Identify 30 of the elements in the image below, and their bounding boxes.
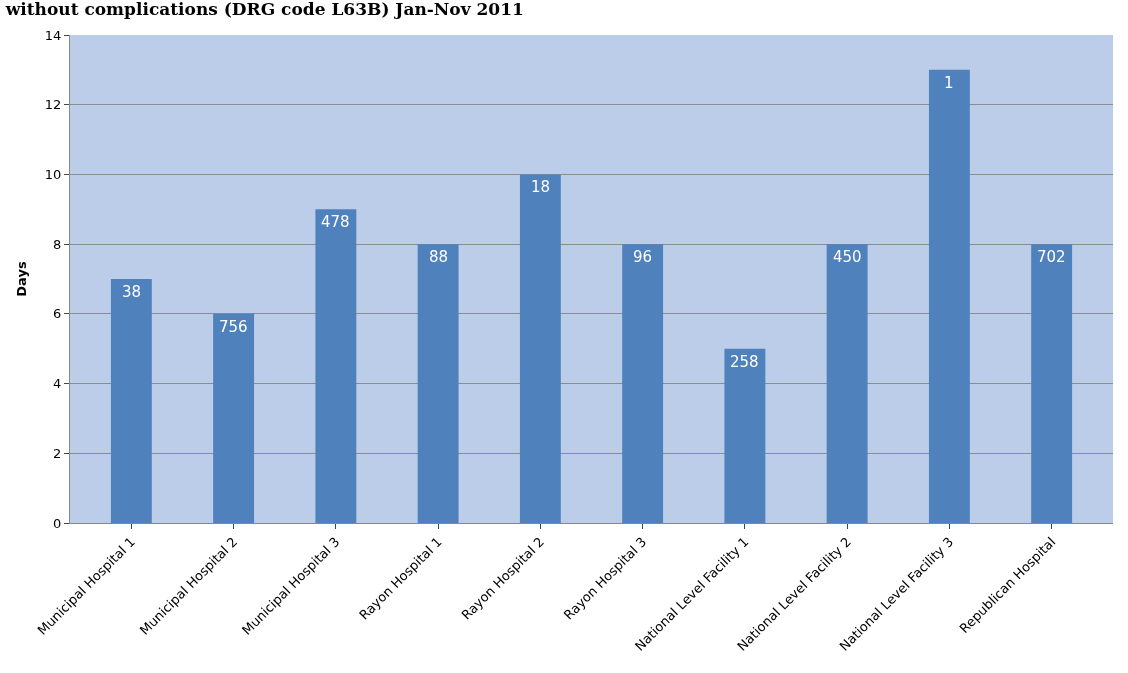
y-tick-label: 12 xyxy=(44,97,62,113)
bar xyxy=(519,174,561,523)
bar xyxy=(315,209,357,523)
annotation: 96 xyxy=(633,248,653,266)
annotation: 756 xyxy=(219,318,248,336)
bar xyxy=(213,313,255,523)
bar xyxy=(826,244,868,523)
annotation: 38 xyxy=(122,283,142,301)
y-tick-label: 4 xyxy=(53,376,62,392)
annotation: 88 xyxy=(429,248,449,266)
y-tick-label: 0 xyxy=(53,515,62,531)
bar xyxy=(110,279,152,523)
y-tick-label: 2 xyxy=(53,445,62,461)
annotation: 1 xyxy=(944,74,954,92)
annotation: 258 xyxy=(730,353,759,371)
bar xyxy=(724,348,766,523)
annotation: 702 xyxy=(1037,248,1066,266)
y-tick-label: 14 xyxy=(44,27,62,43)
annotation: 478 xyxy=(321,213,350,231)
annotation: 18 xyxy=(531,178,551,196)
y-axis-title: Days xyxy=(13,261,29,297)
y-tick-label: 8 xyxy=(53,236,62,252)
chart-title: without complications (DRG code L63B) Jan-Nov 2011 xyxy=(4,0,524,20)
bar xyxy=(622,244,664,523)
y-tick-label: 10 xyxy=(44,166,62,182)
annotation: 450 xyxy=(833,248,862,266)
bar xyxy=(928,69,970,523)
y-tick-label: 6 xyxy=(53,306,62,322)
bar xyxy=(1031,244,1073,523)
bar xyxy=(417,244,459,523)
